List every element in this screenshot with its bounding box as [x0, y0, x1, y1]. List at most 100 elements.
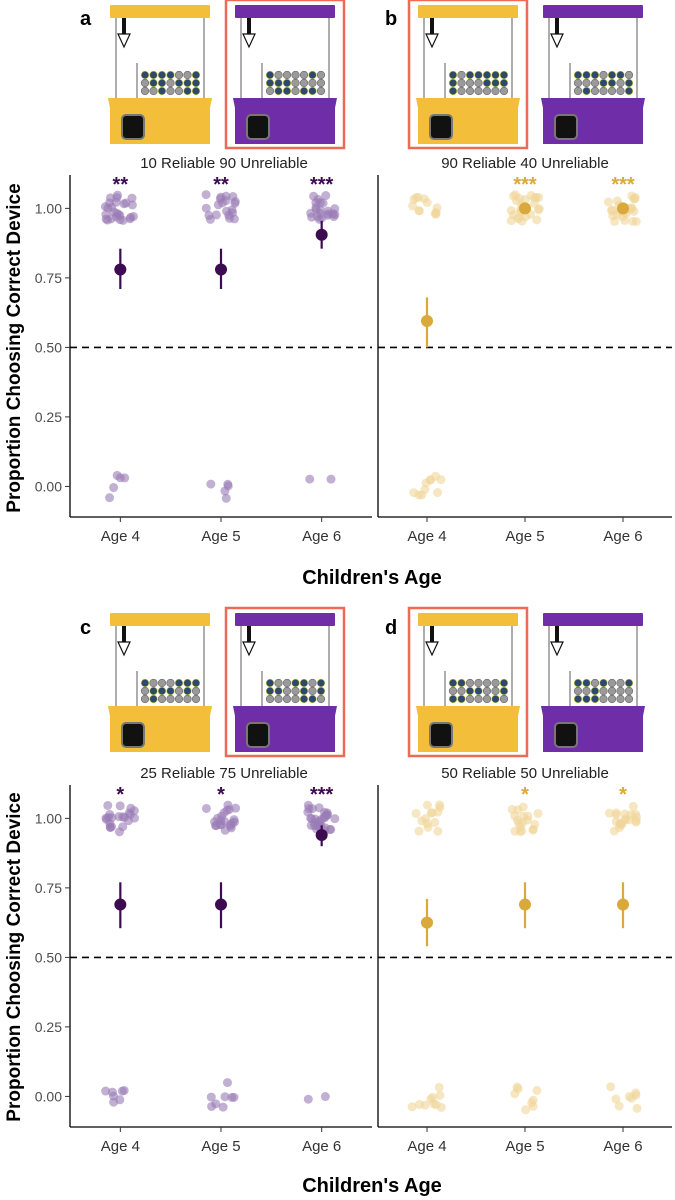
response-point-incorrect: [426, 475, 436, 485]
response-point-incorrect: [433, 488, 443, 498]
gray-ball: [607, 686, 617, 696]
response-point-incorrect: [303, 1094, 313, 1104]
panel-d: d 50 Reliable 50 Unreliable Age 4 Age 5 Age …: [377, 606, 672, 1155]
claw-icon: [425, 33, 439, 49]
machine-base-lip: [108, 98, 212, 108]
gray-ball: [274, 678, 283, 688]
machine-top: [418, 5, 518, 18]
response-point-correct: [201, 803, 211, 813]
panel-label: c: [80, 617, 91, 639]
y-tick-label: 0.50: [35, 339, 62, 355]
x-tick-label: Age 6: [302, 1138, 341, 1155]
gray-ball: [599, 694, 608, 704]
response-point-correct: [123, 816, 133, 826]
response-point-incorrect: [320, 1092, 330, 1102]
gray-ball: [299, 70, 309, 80]
toy-ball: [590, 694, 600, 704]
toy-ball: [308, 70, 317, 80]
significance-marker: ***: [611, 174, 635, 196]
gray-ball: [174, 70, 184, 80]
toy-ball: [448, 70, 458, 80]
response-point-correct: [507, 804, 517, 814]
panel-title: 25 Reliable 75 Unreliable: [140, 765, 308, 782]
machine-base-lip: [233, 98, 337, 108]
gray-ball: [265, 86, 275, 96]
toy-ball: [316, 678, 326, 688]
toy-ball: [157, 86, 167, 96]
response-point-correct: [204, 210, 214, 220]
claw-arm: [247, 626, 251, 642]
response-point-correct: [323, 810, 333, 820]
x-tick-label: Age 5: [505, 1138, 544, 1155]
response-point-correct: [221, 196, 231, 206]
toy-ball: [282, 86, 292, 96]
response-point-correct: [106, 822, 116, 832]
response-point-correct: [414, 826, 424, 836]
response-point-correct: [414, 206, 424, 216]
response-point-correct: [603, 197, 613, 207]
response-point-correct: [303, 807, 313, 817]
response-point-correct: [103, 215, 113, 225]
response-point-correct: [126, 803, 136, 813]
gray-ball: [616, 686, 625, 696]
y-axis-label-bottom: Proportion Choosing Correct Device: [4, 792, 25, 1121]
coin-slot-icon: [246, 722, 270, 748]
gray-ball: [624, 70, 634, 80]
panel-title: 10 Reliable 90 Unreliable: [140, 155, 308, 172]
purple-machine-icon: [541, 5, 645, 144]
machine-top: [418, 613, 518, 626]
mean-point: [315, 228, 328, 241]
gray-ball: [491, 678, 500, 688]
coin-slot-icon: [554, 722, 578, 748]
panel-label: b: [385, 8, 397, 30]
response-point-incorrect: [221, 493, 231, 503]
toy-ball: [448, 86, 458, 96]
response-point-correct: [227, 205, 237, 215]
purple-machine-icon: [541, 613, 645, 752]
toy-ball: [582, 70, 591, 80]
toy-ball: [183, 678, 192, 688]
x-tick-label: Age 5: [201, 528, 240, 545]
gray-ball: [291, 78, 300, 88]
response-point-incorrect: [521, 1105, 531, 1115]
response-point-correct: [628, 801, 638, 811]
toy-ball: [499, 678, 509, 688]
significance-marker: *: [521, 784, 529, 806]
y-tick-label: 0.00: [35, 478, 62, 494]
gray-ball: [590, 78, 600, 88]
response-point-incorrect: [120, 473, 130, 483]
significance-marker: *: [217, 784, 225, 806]
claw-icon: [117, 641, 131, 657]
toy-ball: [491, 694, 500, 704]
gray-ball: [308, 78, 317, 88]
toy-ball: [582, 694, 591, 704]
gray-ball: [482, 86, 492, 96]
significance-marker: ***: [310, 784, 334, 806]
y-tick-label: 1.00: [35, 200, 62, 216]
response-point-incorrect: [627, 1093, 637, 1103]
toy-ball: [274, 686, 283, 696]
significance-marker: *: [619, 784, 627, 806]
response-point-incorrect: [305, 474, 315, 484]
response-point-correct: [118, 822, 128, 832]
response-point-correct: [213, 200, 223, 210]
response-point-incorrect: [611, 1094, 621, 1104]
gray-ball: [491, 686, 500, 696]
gray-ball: [582, 78, 591, 88]
response-point-correct: [217, 820, 227, 830]
significance-marker: **: [113, 174, 129, 196]
gray-ball: [174, 86, 184, 96]
gold-machine-icon: [407, 606, 529, 758]
mean-point: [421, 314, 433, 327]
response-point-correct: [528, 825, 538, 835]
machine-base-lip: [233, 706, 337, 716]
toy-ball: [482, 70, 492, 80]
gold-machine-icon: [407, 0, 529, 150]
panel-title: 50 Reliable 50 Unreliable: [441, 765, 609, 782]
gray-ball: [607, 86, 617, 96]
coin-slot-icon: [246, 114, 270, 140]
gray-ball: [590, 86, 600, 96]
highlight-frame: [407, 606, 529, 758]
response-point-correct: [201, 203, 211, 213]
gray-ball: [474, 78, 483, 88]
